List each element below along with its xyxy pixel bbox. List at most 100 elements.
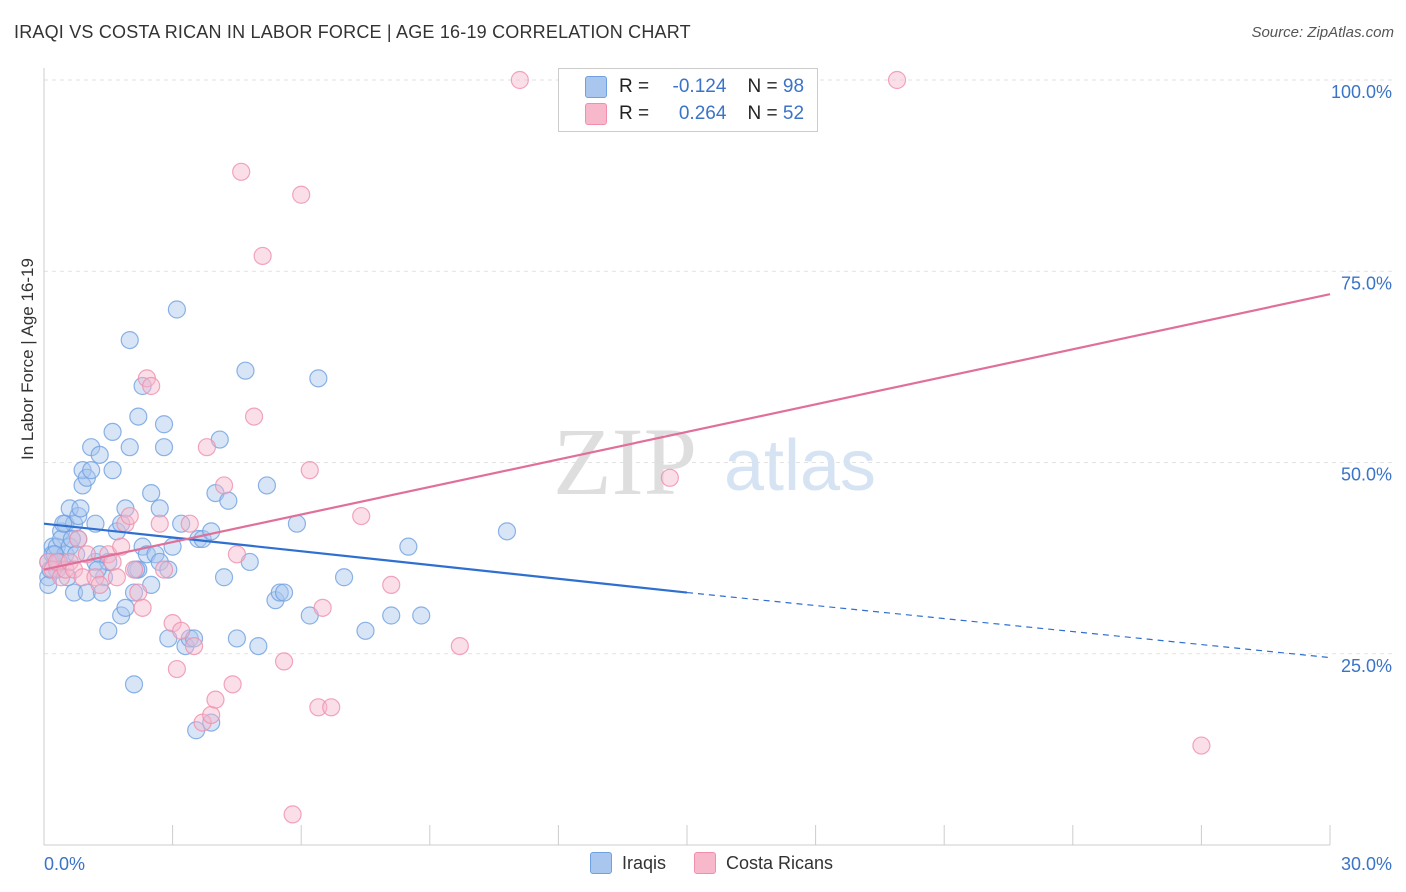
- tick-labels: 25.0% 50.0% 75.0% 100.0% 0.0% 30.0%: [44, 82, 1392, 874]
- costa-rican-point: [510, 70, 529, 90]
- iraqi-point: [249, 636, 268, 656]
- costa-rican-point: [887, 70, 907, 90]
- costa-rican-point: [313, 598, 332, 617]
- iraqi-point: [167, 300, 186, 319]
- costa-rican-point: [227, 545, 246, 564]
- y-tick-label: 75.0%: [1341, 273, 1392, 293]
- iraqi-point: [236, 361, 255, 380]
- costa-rican-point: [167, 659, 186, 679]
- costa-rican-point: [69, 529, 88, 549]
- iraqi-point: [382, 606, 401, 625]
- costa-rican-point: [112, 537, 131, 556]
- iraqi-point: [103, 461, 122, 480]
- costa-rican-point: [300, 461, 319, 480]
- gridlines: [44, 79, 1392, 655]
- costa-rican-point: [129, 583, 148, 602]
- iraqi-point: [120, 438, 139, 457]
- n-label: N =: [747, 103, 778, 124]
- costa-rican-point: [232, 162, 251, 181]
- costa-rican-point: [382, 575, 401, 595]
- iraqi-point: [124, 675, 144, 694]
- iraqi-point: [356, 621, 375, 640]
- costa-rican-point: [450, 636, 469, 656]
- costa-rican-point: [180, 514, 199, 533]
- y-tick-label: 50.0%: [1341, 465, 1392, 485]
- costa-ricans-trend-line: [43, 293, 1331, 571]
- iraqi-point: [214, 568, 234, 587]
- iraqi-point: [116, 598, 135, 617]
- iraqi-point: [154, 415, 174, 434]
- costa-ricans-points: [39, 70, 1211, 824]
- costa-rican-point: [90, 575, 109, 595]
- iraqi-point: [219, 491, 238, 510]
- x-tick-label: 30.0%: [1341, 854, 1392, 874]
- costa-rican-point: [172, 621, 191, 640]
- iraqi-point: [274, 583, 294, 602]
- n-label: N =: [747, 76, 778, 97]
- iraqi-point: [497, 522, 517, 541]
- series-legend: Iraqis Costa Ricans: [590, 852, 833, 874]
- iraqi-point: [257, 476, 277, 495]
- y-tick-label: 25.0%: [1341, 656, 1392, 676]
- legend-label-costa-ricans: Costa Ricans: [726, 852, 834, 873]
- iraqi-point: [309, 369, 328, 388]
- costa-rican-point: [73, 568, 92, 587]
- legend-row-costa-ricans: R = 0.264 N = 52: [585, 101, 804, 127]
- iraqi-point: [154, 438, 174, 457]
- costa-rican-point: [283, 805, 302, 824]
- iraqi-point: [270, 583, 289, 602]
- y-tick-label: 100.0%: [1331, 82, 1392, 102]
- iraqi-point: [82, 461, 101, 480]
- costa-rican-point: [107, 568, 126, 587]
- iraqi-point: [227, 629, 246, 648]
- costa-rican-point: [244, 407, 264, 426]
- costa-rican-point: [352, 506, 371, 526]
- costa-rican-point: [660, 468, 679, 487]
- costa-rican-point: [322, 698, 341, 717]
- costa-rican-point: [197, 438, 216, 457]
- costa-rican-point: [223, 675, 242, 694]
- source-label: Source: ZipAtlas.com: [1251, 24, 1394, 41]
- iraqi-point: [399, 537, 418, 556]
- n-value-iraqis: 98: [782, 76, 805, 97]
- costa-rican-point: [120, 506, 139, 526]
- r-value-iraqis: -0.124: [672, 76, 727, 97]
- iraqis-trend-line: [43, 522, 688, 594]
- x-tick-label: 0.0%: [44, 854, 85, 874]
- iraqi-point: [90, 445, 109, 464]
- iraqis-trend-line-extension: [686, 591, 1331, 659]
- watermark-zip: ZIP: [553, 408, 697, 515]
- costa-rican-point: [184, 636, 204, 656]
- costa-rican-point: [150, 514, 169, 533]
- iraqi-point: [142, 484, 161, 503]
- iraqi-point: [54, 514, 73, 533]
- costa-rican-point: [274, 652, 294, 671]
- r-value-costa-ricans: 0.264: [678, 103, 727, 124]
- watermark-atlas: atlas: [724, 426, 876, 506]
- iraqi-point: [120, 331, 139, 350]
- legend-swatch-iraqis: [585, 76, 607, 98]
- iraqi-point: [129, 407, 148, 426]
- legend-label-iraqis: Iraqis: [622, 852, 667, 873]
- costa-rican-point: [124, 560, 144, 579]
- y-axis-label: In Labor Force | Age 16-19: [18, 258, 37, 460]
- costa-rican-point: [206, 690, 225, 709]
- legend-swatch-costa-ricans: [585, 103, 607, 125]
- iraqi-point: [150, 499, 169, 518]
- costa-rican-point: [292, 185, 311, 204]
- iraqi-point: [202, 522, 221, 541]
- r-label: R =: [619, 103, 650, 124]
- trend-lines: [43, 293, 1331, 659]
- chart-title: IRAQI VS COSTA RICAN IN LABOR FORCE | AG…: [14, 22, 691, 42]
- iraqi-point: [124, 583, 144, 602]
- axes: [43, 68, 1331, 846]
- costa-rican-point: [154, 560, 174, 579]
- r-label: R =: [619, 76, 650, 97]
- legend-swatch-iraqis: [590, 852, 612, 874]
- iraqi-point: [99, 621, 118, 640]
- legend-swatch-costa-ricans: [694, 852, 717, 874]
- costa-rican-point: [214, 476, 234, 495]
- costa-rican-point: [253, 246, 272, 266]
- costa-rican-point: [309, 698, 328, 717]
